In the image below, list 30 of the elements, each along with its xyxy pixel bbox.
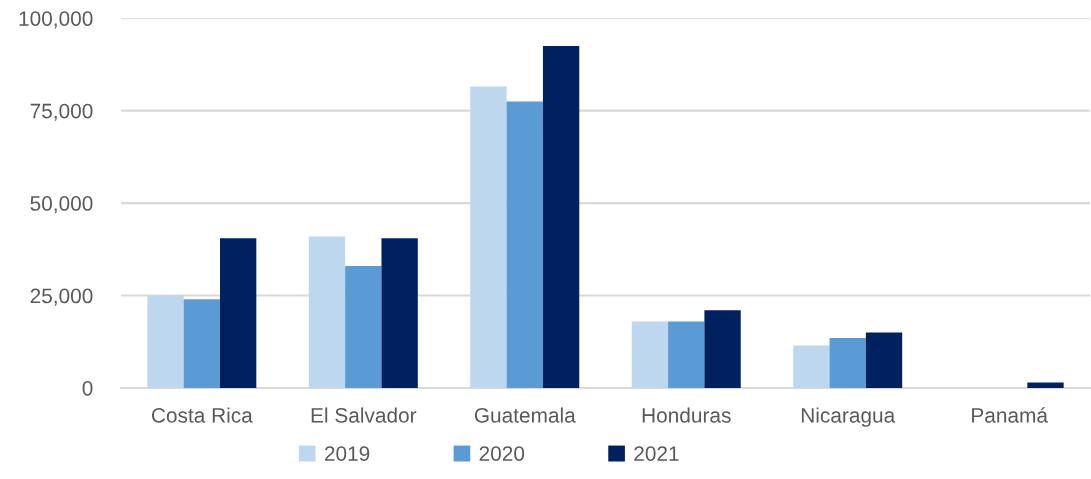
legend-label: 2020: [479, 446, 525, 461]
bar: [220, 238, 257, 388]
x-tick-label: Guatemala: [474, 407, 576, 423]
y-tick-label: 0: [82, 380, 93, 396]
x-tick-label: Nicaragua: [801, 407, 896, 427]
legend-label: 2019: [324, 446, 370, 461]
bar: [542, 45, 580, 388]
y-tick-label: 100,000: [19, 11, 93, 29]
x-tick-label: Costa Rica: [151, 407, 253, 423]
bar: [183, 299, 220, 388]
bar: [147, 295, 184, 388]
bar: [793, 345, 830, 388]
y-tick-label: 75,000: [30, 103, 93, 121]
bar: [381, 238, 418, 388]
bar: [1027, 382, 1064, 388]
bar: [865, 332, 903, 388]
x-tick-label: Honduras: [642, 407, 731, 423]
bar: [829, 338, 866, 388]
legend-label: 2021: [634, 446, 679, 461]
y-tick-label: 25,000: [30, 288, 93, 306]
y-tick-label: 50,000: [30, 196, 93, 214]
bar: [668, 321, 705, 388]
bar: [704, 310, 741, 388]
bar: [345, 265, 382, 388]
bar: [631, 321, 669, 388]
x-tick-label: El Salvador: [311, 407, 417, 423]
bar: [506, 101, 543, 388]
bar: [308, 236, 346, 388]
bar: [470, 86, 507, 388]
x-tick-label: Panamá: [972, 407, 1048, 423]
